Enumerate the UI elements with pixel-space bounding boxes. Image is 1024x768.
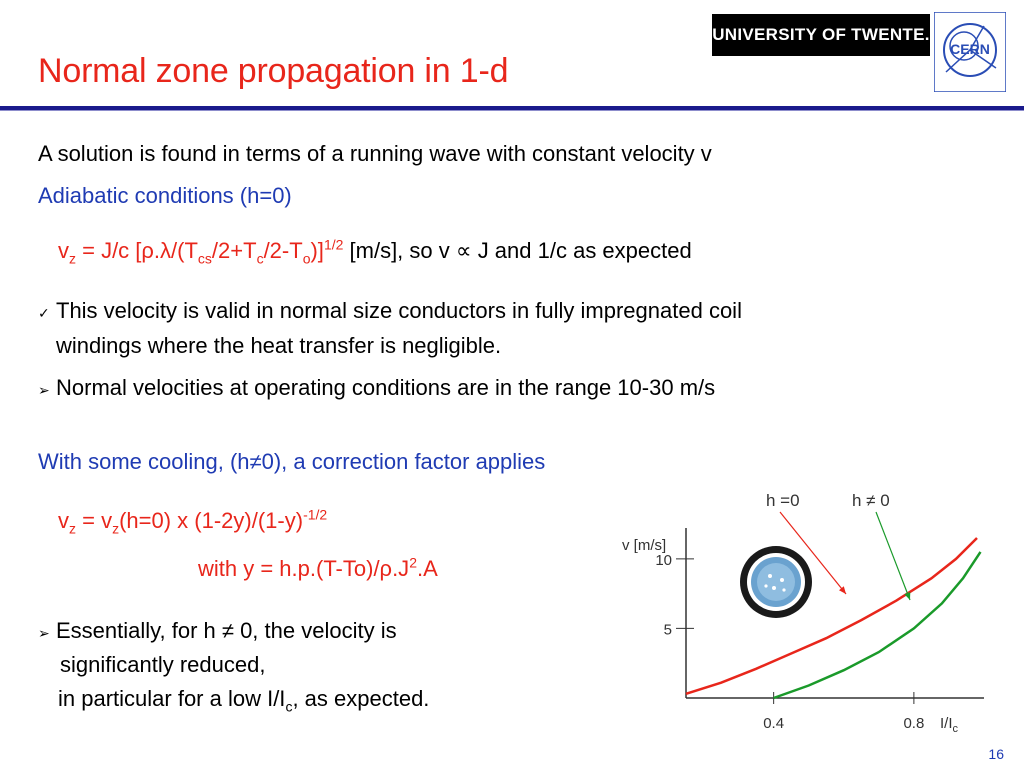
formula-tail: [m/s], so v ∝ J and 1/c as expected <box>343 238 692 263</box>
arrow-bullet-icon: ➢ <box>38 625 50 641</box>
formula-sub-o: o <box>302 250 311 267</box>
series-line-1 <box>773 551 982 700</box>
bullet-text-line: Normal velocities at operating condition… <box>56 375 716 400</box>
formula-exponent: 1/2 <box>323 236 344 253</box>
y-tick-label: 10 <box>655 552 672 569</box>
formula-sub-c: c <box>256 250 264 267</box>
cooling-bullet-line-3: in particular for a low I/Ic, as expecte… <box>58 684 429 714</box>
formula-part: /2-T <box>263 238 303 263</box>
annotation-arrowhead-1 <box>904 592 911 600</box>
annotation-arrow-1 <box>875 511 911 601</box>
title-divider <box>0 106 1024 110</box>
series-annotation-0: h =0 <box>766 491 800 510</box>
cern-logo: CERN <box>934 12 1006 92</box>
adiabatic-bullet-1-line-2: windings where the heat transfer is negl… <box>56 333 502 358</box>
cern-logo-text: CERN <box>950 41 990 57</box>
intro-text: A solution is found in terms of a runnin… <box>38 141 712 166</box>
velocity-chart: 5 10 0.4 0.8 v [m/s] I/Ic h =0 h ≠ 0 <box>622 491 984 735</box>
formula-v: v <box>58 238 69 263</box>
x-tick-label: 0.4 <box>763 715 784 732</box>
x-axis-label-sub: c <box>953 723 959 735</box>
adiabatic-formula: vz = J/c [ρ.λ/(Tcs/2+Tc/2-To)]1/2 [m/s],… <box>58 236 692 266</box>
series-line-0 <box>685 537 978 695</box>
chart-series <box>685 537 982 700</box>
formula-sub-cs: cs <box>197 250 212 267</box>
conductor-cross-section-image <box>740 546 812 618</box>
title-divider-shadow <box>0 110 1024 111</box>
formula-sub-z: z <box>69 250 76 267</box>
x-tick-label: 0.8 <box>903 715 924 732</box>
university-of-twente-logo: UNIVERSITY OF TWENTE. <box>712 14 930 56</box>
y-axis-label: v [m/s] <box>622 537 666 554</box>
formula-sub-z: z <box>69 520 76 537</box>
slide-title: Normal zone propagation in 1-d <box>38 52 509 90</box>
formula-part: /2+T <box>211 238 257 263</box>
adiabatic-bullet-2: ➢ Normal velocities at operating conditio… <box>38 373 715 405</box>
annotation-arrowhead-0 <box>839 586 846 594</box>
cooling-heading: With some cooling, (h≠0), a correction f… <box>38 449 546 474</box>
y-tick-label: 5 <box>664 621 672 638</box>
annotation-arrow-0 <box>779 511 847 595</box>
bullet-text-part: in particular for a low I/I <box>58 686 286 711</box>
formula-sub-z: z <box>112 520 120 537</box>
bullet-text-part: , as expected. <box>292 686 430 711</box>
check-icon: ✓ <box>38 305 50 321</box>
bullet-text-line: Essentially, for h ≠ 0, the velocity is <box>56 618 397 643</box>
formula-part: .A <box>416 556 438 581</box>
cooling-bullet: ➢ Essentially, for h ≠ 0, the velocity is <box>38 616 397 648</box>
x-axis-label: I/Ic <box>940 715 959 735</box>
page-number: 16 <box>988 746 1004 762</box>
chart-axes <box>676 528 984 704</box>
formula-part: = v <box>76 508 113 533</box>
formula-part: with y = h.p.(T-To)/ρ.J <box>198 556 410 581</box>
cooling-formula-2: with y = h.p.(T-To)/ρ.J2.A <box>198 554 438 584</box>
series-annotation-1: h ≠ 0 <box>852 491 890 510</box>
arrow-bullet-icon: ➢ <box>38 382 50 398</box>
cooling-bullet-line-2: significantly reduced, <box>60 652 266 677</box>
formula-part: )] <box>310 238 324 263</box>
adiabatic-heading: Adiabatic conditions (h=0) <box>38 183 292 208</box>
formula-exponent: -1/2 <box>303 506 328 523</box>
formula-exponent: 2 <box>409 554 417 571</box>
cooling-formula-1: vz = vz(h=0) x (1-2y)/(1-y)-1/2 <box>58 506 327 536</box>
adiabatic-bullet-1: ✓ This velocity is valid in normal size c… <box>38 296 742 328</box>
bullet-text-line: This velocity is valid in normal size co… <box>56 298 742 323</box>
bullet-text-sub: c <box>285 698 293 715</box>
formula-v: v <box>58 508 69 533</box>
formula-part: = J/c [ρ.λ/(T <box>76 238 198 263</box>
formula-part: (h=0) x (1-2y)/(1-y) <box>119 508 304 533</box>
